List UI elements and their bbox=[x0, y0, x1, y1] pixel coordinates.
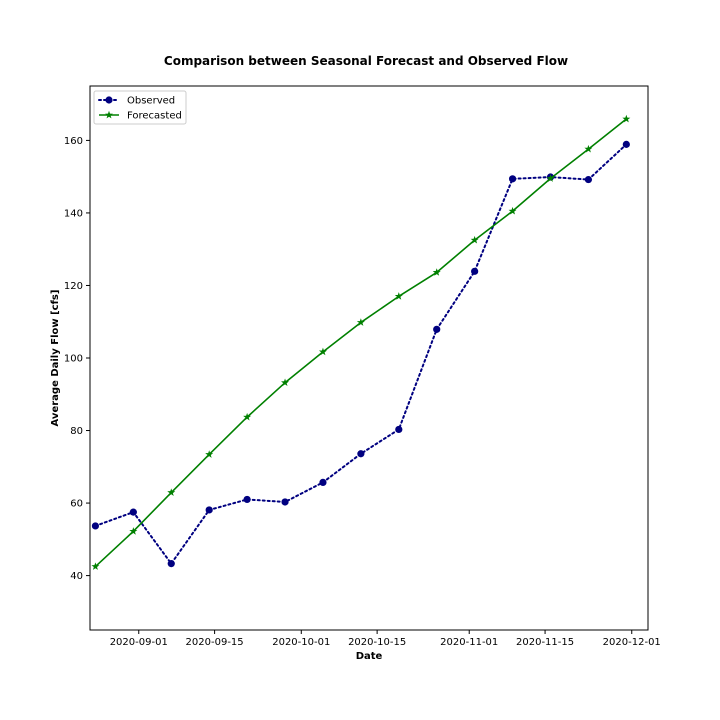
data-point-forecasted bbox=[546, 174, 555, 182]
data-point-forecasted bbox=[394, 292, 403, 300]
x-axis-label: Date bbox=[356, 651, 383, 662]
legend-marker-forecasted bbox=[105, 110, 113, 119]
data-point-observed bbox=[167, 560, 175, 568]
y-tick-label: 140 bbox=[64, 208, 83, 219]
data-point-forecasted bbox=[432, 268, 441, 276]
data-point-observed bbox=[205, 506, 213, 514]
data-point-forecasted bbox=[470, 235, 479, 244]
y-tick-label: 120 bbox=[64, 281, 83, 292]
data-point-forecasted bbox=[205, 450, 214, 458]
data-point-observed bbox=[357, 450, 365, 458]
plot-area: 40 60 80 100 120 140 160 2020-09-01 2020-09-15 20… bbox=[64, 85, 661, 648]
x-tick-label: 2020-11-01 bbox=[440, 637, 498, 648]
data-point-observed bbox=[281, 498, 289, 506]
data-point-forecasted bbox=[318, 347, 327, 356]
data-point-forecasted bbox=[281, 378, 290, 387]
data-point-forecasted bbox=[129, 527, 138, 535]
data-point-forecasted bbox=[91, 562, 100, 570]
data-point-observed bbox=[584, 175, 593, 184]
y-tick-label: 80 bbox=[70, 426, 83, 437]
x-tick-label: 2020-12-01 bbox=[603, 637, 661, 648]
legend: Observed Forecasted bbox=[93, 90, 187, 125]
x-tick-label: 2020-09-01 bbox=[110, 637, 168, 648]
y-axis-label: Average Daily Flow [cfs] bbox=[50, 290, 61, 427]
chart-title: Comparison between Seasonal Forecast and… bbox=[164, 54, 568, 68]
data-point-forecasted bbox=[356, 318, 365, 326]
data-point-observed bbox=[319, 478, 327, 486]
data-point-observed bbox=[471, 267, 479, 275]
data-point-forecasted bbox=[584, 144, 593, 153]
data-point-observed bbox=[91, 522, 100, 530]
y-tick-label: 160 bbox=[64, 136, 83, 147]
legend-label-observed: Observed bbox=[127, 96, 175, 107]
data-point-forecasted bbox=[167, 488, 176, 496]
data-point-observed bbox=[433, 325, 441, 333]
legend-label-forecasted: Forecasted bbox=[127, 111, 182, 122]
y-tick-label: 60 bbox=[70, 499, 83, 510]
y-tick-label: 100 bbox=[64, 354, 83, 365]
data-point-observed bbox=[129, 508, 137, 516]
data-point-observed bbox=[622, 140, 630, 148]
data-point-forecasted bbox=[508, 206, 517, 215]
y-tick-label: 40 bbox=[70, 571, 83, 582]
data-point-observed bbox=[508, 175, 517, 183]
data-point-forecasted bbox=[622, 114, 631, 123]
legend-marker-observed bbox=[105, 96, 113, 104]
x-tick-label: 2020-10-01 bbox=[272, 637, 330, 648]
data-point-observed bbox=[395, 425, 403, 434]
data-point-observed bbox=[243, 495, 251, 504]
x-tick-label: 2020-09-15 bbox=[186, 637, 244, 648]
x-tick-label: 2020-10-15 bbox=[348, 637, 406, 648]
data-point-forecasted bbox=[243, 412, 252, 421]
x-tick-label: 2020-11-15 bbox=[516, 637, 574, 648]
